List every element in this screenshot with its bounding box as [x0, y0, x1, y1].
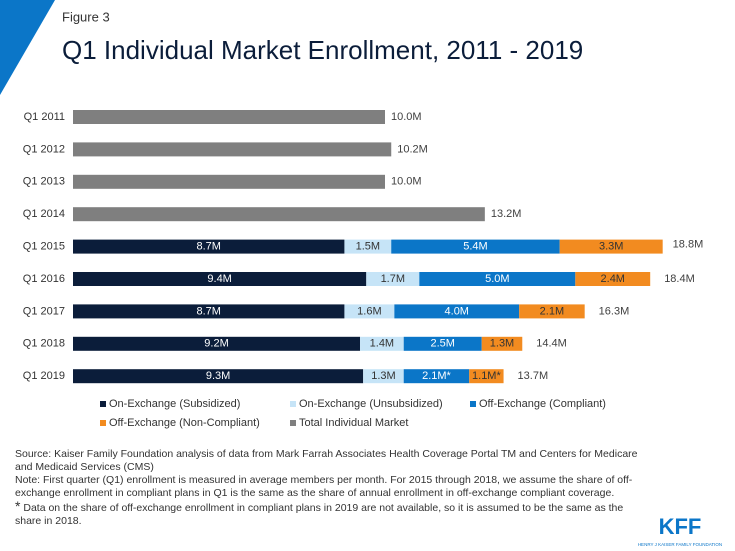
- method-note: Note: First quarter (Q1) enrollment is m…: [15, 474, 633, 499]
- bar-segment: [360, 336, 404, 351]
- bar-segment: [73, 110, 385, 124]
- legend-label: On-Exchange (Subsidized): [109, 398, 240, 410]
- bar-segment: [391, 239, 560, 254]
- value-label: 5.4M: [463, 241, 487, 253]
- value-label: 5.0M: [485, 273, 509, 285]
- bar-segment: [73, 207, 485, 222]
- total-label: 13.7M: [518, 370, 549, 382]
- legend-swatch: [290, 420, 296, 426]
- value-label: 1.7M: [381, 273, 405, 285]
- value-label: 2.4M: [601, 273, 625, 285]
- legend-swatch: [290, 401, 296, 407]
- total-label: 14.4M: [536, 338, 567, 350]
- bar-segment: [73, 239, 345, 254]
- value-label: 1.3M: [371, 370, 395, 382]
- value-label: 8.7M: [196, 305, 220, 317]
- bar-segment: [363, 369, 404, 384]
- logo-subtext: HENRY J KAISER FAMILY FOUNDATION: [638, 542, 722, 547]
- y-tick-label: Q1 2016: [23, 273, 65, 285]
- y-tick-label: Q1 2017: [23, 305, 65, 317]
- y-tick-label: Q1 2019: [23, 370, 65, 382]
- value-label: 9.4M: [207, 273, 231, 285]
- total-label: 18.8M: [673, 239, 704, 251]
- bar-segment: [366, 272, 420, 286]
- value-label: 10.0M: [391, 111, 422, 123]
- value-label: 2.1M*: [422, 370, 451, 382]
- bar-segment: [403, 369, 470, 384]
- bar-segment: [419, 272, 576, 286]
- value-label: 4.0M: [445, 305, 469, 317]
- value-label: 1.1M*: [472, 370, 501, 382]
- bar-segment: [403, 336, 482, 351]
- value-label: 9.2M: [204, 338, 228, 350]
- legend-label: Total Individual Market: [299, 417, 408, 429]
- y-tick-label: Q1 2011: [24, 111, 65, 123]
- y-tick-label: Q1 2018: [23, 338, 65, 350]
- legend-swatch: [100, 401, 106, 407]
- y-tick-label: Q1 2013: [23, 176, 65, 188]
- value-label: 1.5M: [356, 241, 380, 253]
- value-label: 2.1M: [540, 305, 564, 317]
- bar-segment: [519, 304, 585, 319]
- source-note: Source: Kaiser Family Foundation analysi…: [15, 448, 638, 473]
- footnote-text: Data on the share of off-exchange enroll…: [15, 502, 624, 527]
- bar-segment: [469, 369, 504, 384]
- bar-segment: [73, 142, 392, 157]
- bar-segment: [344, 239, 392, 254]
- legend-swatch: [100, 420, 106, 426]
- value-label: 3.3M: [599, 241, 623, 253]
- notes: Source: Kaiser Family Foundation analysi…: [15, 448, 640, 528]
- corner-decoration: [0, 0, 55, 95]
- value-label: 1.6M: [357, 305, 381, 317]
- legend-label: On-Exchange (Unsubsidized): [299, 398, 443, 410]
- value-label: 9.3M: [206, 370, 230, 382]
- legend-label: Off-Exchange (Non-Compliant): [109, 417, 260, 429]
- logo: KFF: [659, 514, 702, 539]
- footnote: * Data on the share of off-exchange enro…: [15, 498, 640, 528]
- bar-segment: [481, 336, 523, 351]
- total-label: 18.4M: [664, 273, 695, 285]
- y-tick-label: Q1 2014: [23, 208, 65, 220]
- value-label: 8.7M: [196, 241, 220, 253]
- y-tick-label: Q1 2012: [23, 143, 65, 155]
- footnote-mark: *: [15, 498, 21, 514]
- bar-segment: [394, 304, 520, 319]
- value-label: 10.0M: [391, 176, 422, 188]
- value-label: 1.3M: [490, 338, 514, 350]
- legend-swatch: [470, 401, 476, 407]
- bar-segment: [73, 304, 345, 319]
- bar-segment: [73, 174, 385, 189]
- bar-segment: [73, 369, 364, 384]
- bar-segment: [73, 272, 367, 286]
- legend-label: Off-Exchange (Compliant): [479, 398, 606, 410]
- bar-segment: [575, 272, 651, 286]
- total-label: 16.3M: [599, 305, 630, 317]
- value-label: 10.2M: [397, 143, 428, 155]
- value-label: 2.5M: [430, 338, 454, 350]
- bar-segment: [559, 239, 663, 254]
- bar-segment: [73, 336, 361, 351]
- bar-segment: [344, 304, 395, 319]
- y-tick-label: Q1 2015: [23, 241, 65, 253]
- value-label: 1.4M: [370, 338, 394, 350]
- chart-title: Q1 Individual Market Enrollment, 2011 - …: [62, 35, 583, 65]
- value-label: 13.2M: [491, 208, 522, 220]
- figure-label: Figure 3: [62, 9, 110, 24]
